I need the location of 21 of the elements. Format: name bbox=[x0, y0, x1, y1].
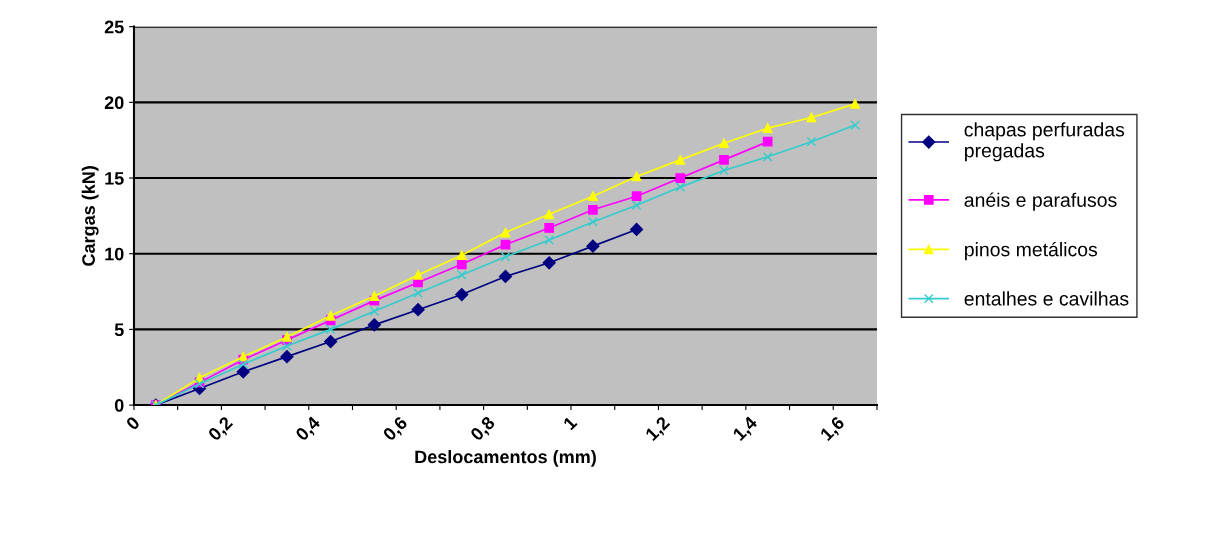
x-tick-label: 0,2 bbox=[207, 415, 236, 444]
x-tick-label: 1,2 bbox=[644, 415, 673, 443]
x-axis-title: Deslocamentos (mm) bbox=[415, 450, 596, 467]
legend-label: anéis e parafusos bbox=[964, 192, 1117, 211]
y-tick-label: 20 bbox=[104, 96, 124, 110]
x-tick-label: 1,6 bbox=[819, 415, 847, 443]
y-axis-title: Cargas (kN) bbox=[81, 166, 99, 266]
legend-label: entalhes e cavilhas bbox=[964, 291, 1129, 306]
y-tick-label: 15 bbox=[105, 172, 124, 185]
x-tick-label: 1 bbox=[562, 415, 578, 431]
x-tick-label: 0 bbox=[125, 415, 141, 431]
x-tick-label: 0,8 bbox=[469, 415, 498, 444]
y-tick-label: 0 bbox=[114, 399, 124, 412]
x-tick-label: 0,6 bbox=[382, 415, 410, 444]
legend-label: pinos metálicos bbox=[965, 241, 1098, 261]
x-tick-label: 0,4 bbox=[294, 415, 323, 444]
y-tick-label: 10 bbox=[105, 247, 124, 261]
y-tick-label: 5 bbox=[114, 323, 124, 337]
y-tick-label: 25 bbox=[104, 20, 124, 34]
legend-label: chapas perfuradas pregadas bbox=[964, 122, 1125, 162]
x-tick-label: 1,4 bbox=[732, 415, 760, 443]
